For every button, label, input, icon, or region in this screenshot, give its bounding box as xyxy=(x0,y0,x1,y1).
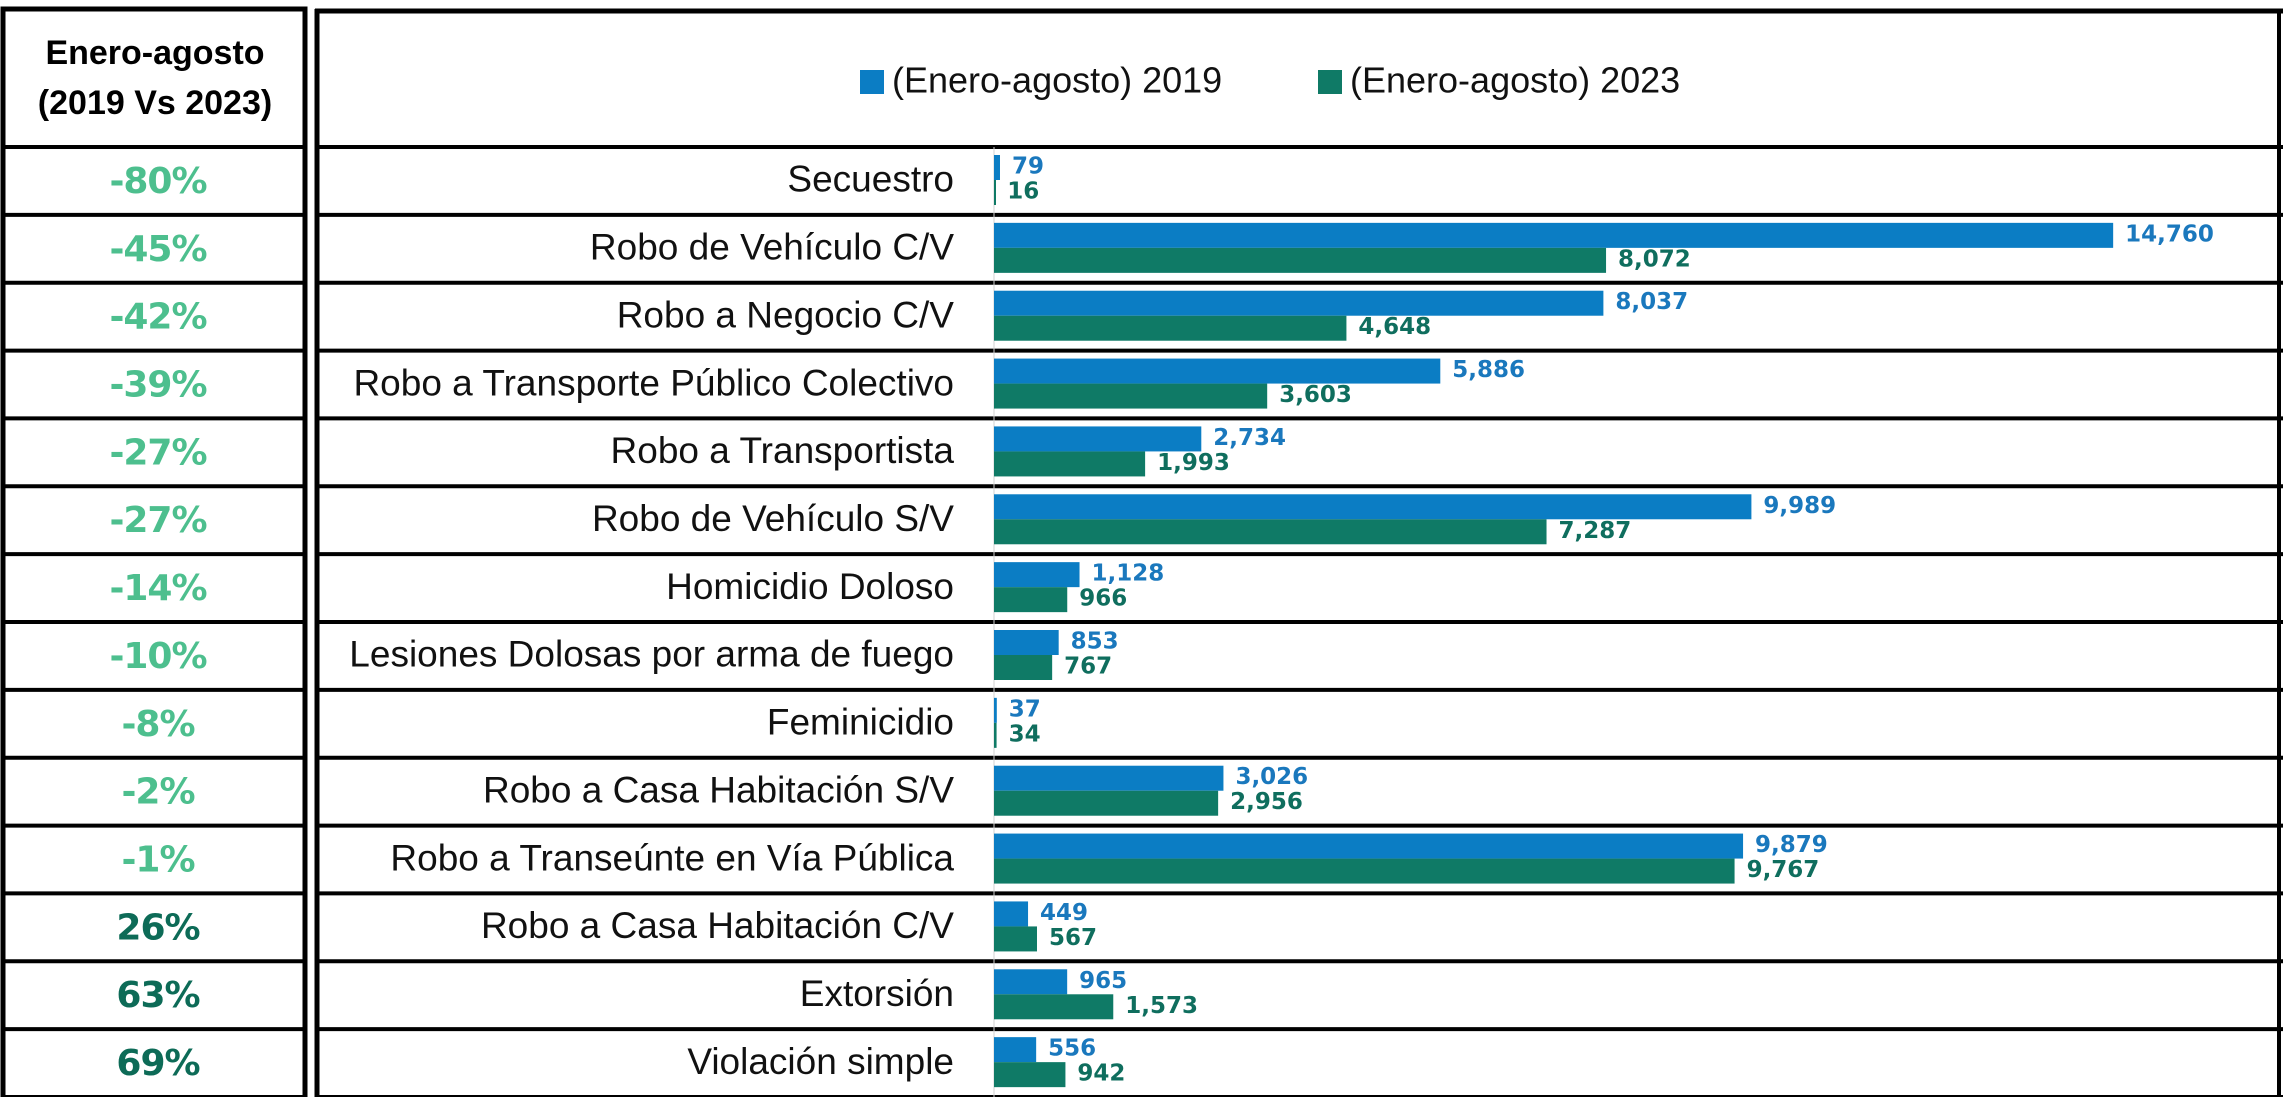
value-label: 853 xyxy=(1071,629,1119,655)
category-label: Robo a Transeúnte en Vía Pública xyxy=(390,837,954,878)
legend-label: (Enero-agosto) 2019 xyxy=(892,60,1222,101)
value-label: 965 xyxy=(1079,968,1127,994)
change-label: -2% xyxy=(121,772,194,813)
bar xyxy=(994,494,1752,520)
change-label: -1% xyxy=(121,840,194,881)
category-label: Robo de Vehículo C/V xyxy=(590,227,954,268)
value-label: 34 xyxy=(1009,721,1041,747)
header-line: (2019 Vs 2023) xyxy=(38,84,272,122)
value-label: 16 xyxy=(1007,179,1039,205)
value-label: 942 xyxy=(1077,1061,1125,1087)
bar xyxy=(994,901,1029,927)
value-label: 37 xyxy=(1009,696,1041,722)
value-label: 2,956 xyxy=(1230,789,1303,815)
value-label: 567 xyxy=(1049,925,1097,951)
bar xyxy=(994,1037,1037,1063)
value-label: 556 xyxy=(1048,1036,1096,1062)
value-label: 2,734 xyxy=(1213,425,1286,451)
value-label: 3,026 xyxy=(1235,764,1308,790)
value-label: 79 xyxy=(1012,154,1044,180)
bar xyxy=(994,247,1607,273)
bar xyxy=(994,655,1053,680)
category-label: Robo a Transportista xyxy=(611,430,955,471)
bar xyxy=(994,1062,1066,1088)
bar xyxy=(994,833,1744,859)
change-label: -42% xyxy=(109,297,206,338)
category-label: Robo a Transporte Público Colectivo xyxy=(353,362,954,403)
value-label: 966 xyxy=(1079,586,1127,612)
category-label: Robo a Negocio C/V xyxy=(617,294,955,335)
change-label: 63% xyxy=(116,975,199,1016)
bar xyxy=(994,765,1224,791)
category-label: Robo a Casa Habitación C/V xyxy=(481,905,954,946)
change-label: -27% xyxy=(109,500,206,541)
value-label: 1,128 xyxy=(1092,561,1165,587)
value-label: 8,037 xyxy=(1615,289,1688,315)
bar xyxy=(994,587,1068,613)
value-label: 1,993 xyxy=(1157,450,1230,476)
bar xyxy=(994,562,1080,588)
category-label: Secuestro xyxy=(787,159,954,200)
change-label: -10% xyxy=(109,636,206,677)
category-label: Extorsión xyxy=(800,973,954,1014)
bar xyxy=(994,383,1268,409)
value-label: 3,603 xyxy=(1279,382,1352,408)
change-label: 26% xyxy=(116,907,199,948)
bar xyxy=(994,451,1146,477)
bar xyxy=(994,358,1441,384)
bar xyxy=(994,722,997,748)
value-label: 1,573 xyxy=(1125,993,1198,1019)
bar xyxy=(994,180,996,205)
bar xyxy=(994,630,1059,655)
legend-swatch xyxy=(1318,70,1342,94)
change-label: 69% xyxy=(116,1043,199,1084)
value-label: 767 xyxy=(1064,654,1112,680)
bar xyxy=(994,697,997,723)
value-label: 9,989 xyxy=(1763,493,1836,519)
change-label: -14% xyxy=(109,568,206,609)
category-label: Homicidio Doloso xyxy=(666,566,954,607)
legend-swatch xyxy=(860,70,884,94)
bar xyxy=(994,969,1068,995)
value-label: 9,767 xyxy=(1747,857,1820,883)
bar xyxy=(994,926,1037,952)
table-border xyxy=(0,6,308,1097)
bar xyxy=(994,290,1604,316)
category-label: Feminicidio xyxy=(767,702,954,743)
bar xyxy=(994,790,1219,816)
category-label: Violación simple xyxy=(687,1041,954,1082)
category-label: Robo a Casa Habitación S/V xyxy=(483,769,954,810)
bar xyxy=(994,858,1735,884)
bar xyxy=(994,155,1000,180)
value-label: 4,648 xyxy=(1358,314,1431,340)
header-line: Enero-agosto xyxy=(45,34,264,72)
legend-label: (Enero-agosto) 2023 xyxy=(1350,60,1680,101)
change-label: -8% xyxy=(121,704,194,745)
value-label: 449 xyxy=(1040,900,1088,926)
value-label: 9,879 xyxy=(1755,832,1828,858)
change-label: -80% xyxy=(109,161,206,202)
value-label: 5,886 xyxy=(1452,357,1525,383)
category-label: Lesiones Dolosas por arma de fuego xyxy=(349,634,954,675)
value-label: 7,287 xyxy=(1559,518,1632,544)
bar xyxy=(994,222,2114,248)
change-label: -45% xyxy=(109,229,206,270)
bar xyxy=(994,315,1347,341)
change-label: -39% xyxy=(109,365,206,406)
value-label: 14,760 xyxy=(2125,221,2214,247)
bar xyxy=(994,519,1547,545)
category-label: Robo de Vehículo S/V xyxy=(592,498,954,539)
bar xyxy=(994,426,1202,452)
value-label: 8,072 xyxy=(1618,246,1691,272)
change-label: -27% xyxy=(109,432,206,473)
bar xyxy=(994,994,1114,1020)
